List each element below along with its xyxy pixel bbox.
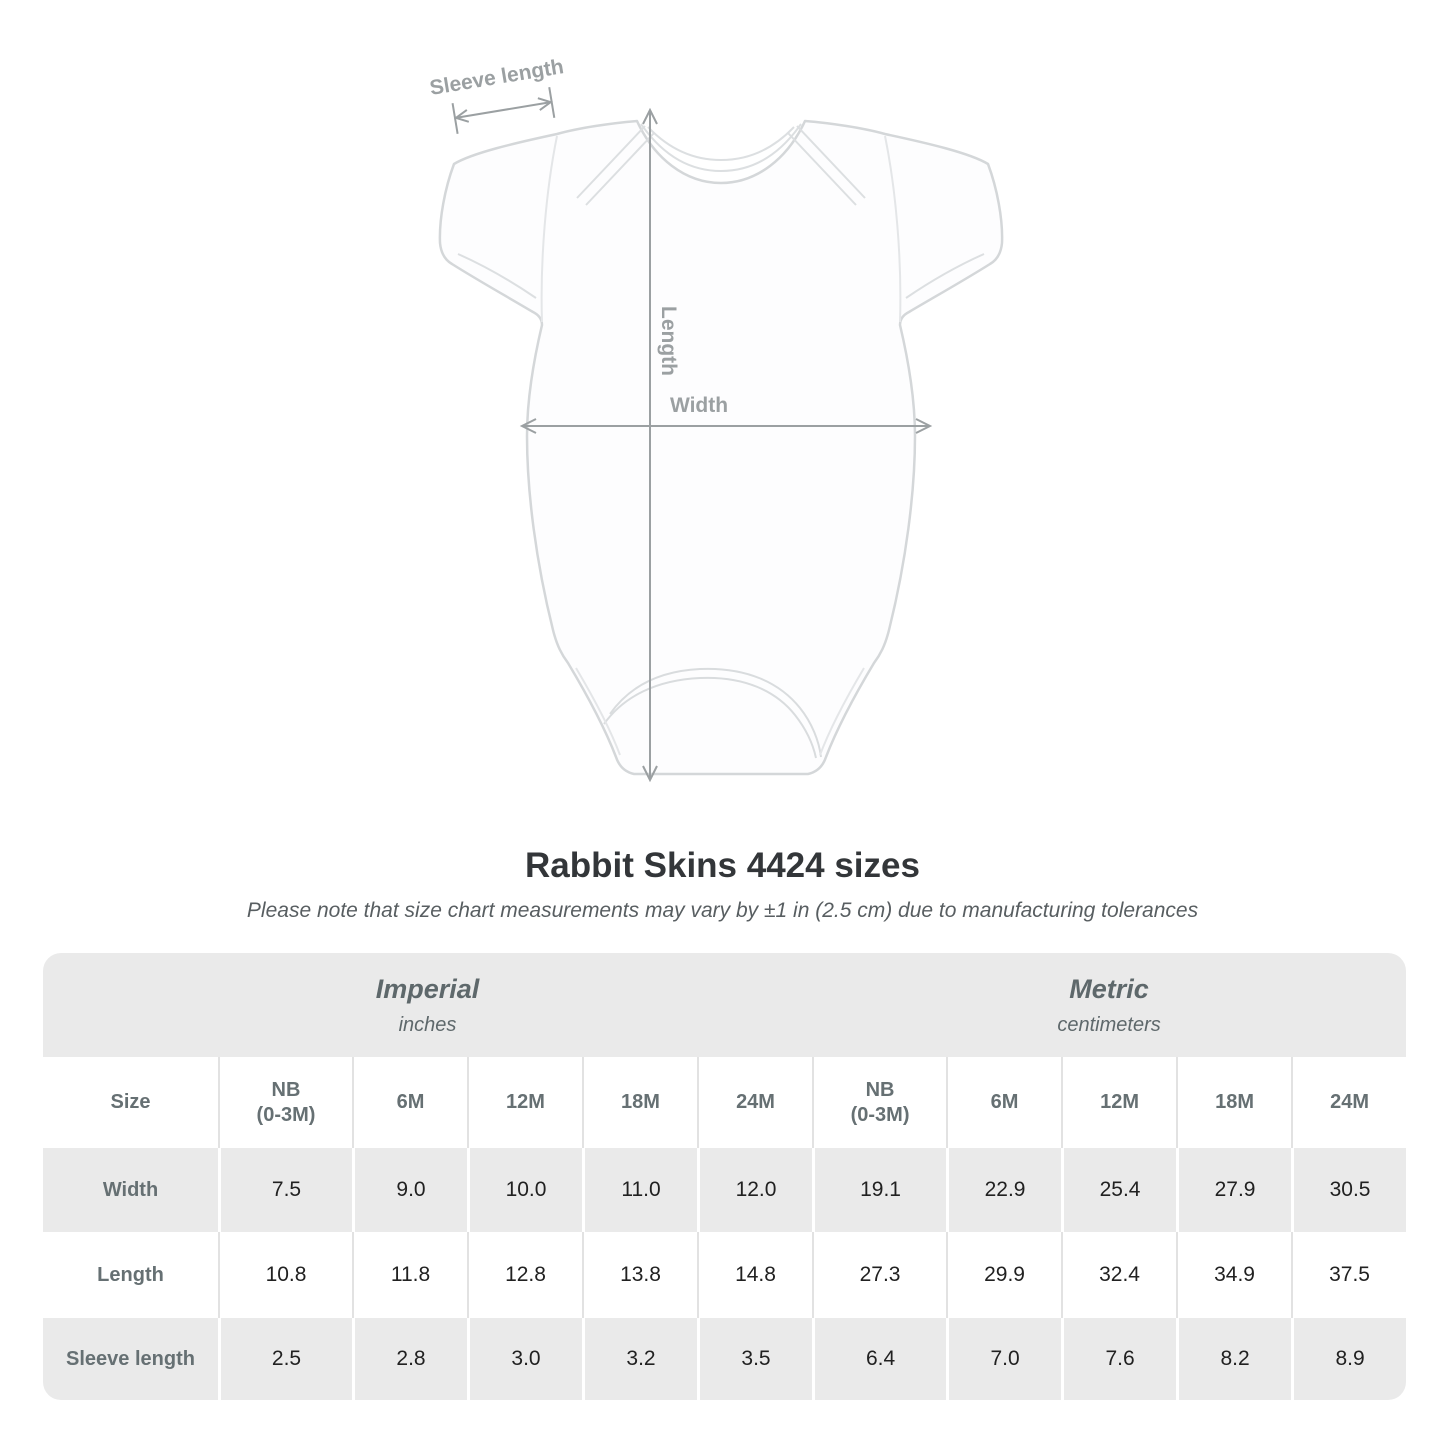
table-cell: 25.4 — [1061, 1148, 1177, 1232]
column-header: 18M — [582, 1057, 697, 1148]
bodysuit-illustration — [438, 119, 1004, 776]
table-cell: 7.5 — [218, 1148, 352, 1232]
tolerance-note: Please note that size chart measurements… — [246, 899, 1199, 922]
table-cell: 2.8 — [352, 1318, 467, 1400]
leg-binding-seams — [575, 667, 865, 756]
table-cell: 10.8 — [218, 1232, 352, 1318]
table-cell: 13.8 — [582, 1232, 697, 1318]
length-annotation: Length — [642, 107, 680, 783]
table-cell: 11.0 — [582, 1148, 697, 1232]
row-label: Width — [43, 1148, 218, 1232]
table-cell: 2.5 — [218, 1318, 352, 1400]
imperial-section-header: Imperial inches — [43, 953, 813, 1057]
sleeve-length-row: Sleeve length 2.5 2.8 3.0 3.2 3.5 6.4 7.… — [43, 1318, 1407, 1400]
sleeve-length-line — [454, 101, 552, 119]
unit-header-row: Imperial inches Metric centimeters — [43, 953, 1407, 1057]
table-cell: 34.9 — [1176, 1232, 1292, 1318]
collar-seams — [640, 123, 802, 173]
metric-section-header: Metric centimeters — [812, 953, 1407, 1057]
table-cell: 27.9 — [1176, 1148, 1292, 1232]
table-cell: 19.1 — [812, 1148, 947, 1232]
column-header: 18M — [1176, 1057, 1292, 1148]
table-cell: 12.0 — [697, 1148, 813, 1232]
table-cell: 32.4 — [1061, 1232, 1177, 1318]
row-label: Length — [43, 1232, 218, 1318]
table-cell: 3.5 — [697, 1318, 813, 1400]
sleeve-length-label: Sleeve length — [428, 55, 565, 100]
width-annotation: Width — [519, 394, 933, 434]
table-cell: 8.2 — [1176, 1318, 1292, 1400]
column-header: NB (0-3M) — [218, 1057, 352, 1148]
table-cell: 37.5 — [1291, 1232, 1407, 1318]
table-cell: 29.9 — [946, 1232, 1062, 1318]
table-cell: 8.9 — [1291, 1318, 1407, 1400]
table-cell: 7.6 — [1061, 1318, 1177, 1400]
bodysuit-outline — [438, 119, 1004, 776]
column-header: 24M — [1291, 1057, 1407, 1148]
column-header: 6M — [946, 1057, 1062, 1148]
envelope-flap-seams — [576, 125, 866, 206]
column-header: 24M — [697, 1057, 813, 1148]
arrowhead-up-icon — [642, 107, 658, 125]
length-row: Length 10.8 11.8 12.8 13.8 14.8 27.3 29.… — [43, 1232, 1407, 1318]
size-header-row: Size NB (0-3M) 6M 12M 18M 24M NB (0-3M) … — [43, 1057, 1407, 1148]
table-cell: 27.3 — [812, 1232, 947, 1318]
sleeve-hem-seams — [457, 253, 985, 299]
imperial-label: Imperial — [375, 973, 480, 1004]
metric-label: Metric — [1069, 973, 1149, 1004]
table-cell: 22.9 — [946, 1148, 1062, 1232]
armhole-seams — [540, 135, 902, 323]
arrowhead-left-icon — [519, 418, 537, 434]
width-row: Width 7.5 9.0 10.0 11.0 12.0 19.1 22.9 2… — [43, 1148, 1407, 1232]
crotch-flap-seams — [603, 667, 822, 759]
sleeve-length-annotation: Sleeve length — [428, 55, 565, 134]
page-title: Rabbit Skins 4424 sizes — [525, 846, 920, 885]
bodysuit-measurement-diagram: Length Width Sleeve length — [428, 55, 1004, 783]
arrowhead-right-icon — [915, 418, 933, 434]
table-cell: 14.8 — [697, 1232, 813, 1318]
table-cell: 7.0 — [946, 1318, 1062, 1400]
table-cell: 11.8 — [352, 1232, 467, 1318]
column-header: 12M — [467, 1057, 582, 1148]
arrowhead-down-icon — [642, 765, 658, 783]
table-cell: 12.8 — [467, 1232, 582, 1318]
imperial-unit: inches — [398, 1013, 457, 1036]
table-cell: 10.0 — [467, 1148, 582, 1232]
table-cell: 6.4 — [812, 1318, 947, 1400]
dimension-tick — [548, 87, 556, 118]
width-label: Width — [670, 394, 728, 417]
row-label: Sleeve length — [43, 1318, 218, 1400]
column-header: 12M — [1061, 1057, 1177, 1148]
table-cell: 3.2 — [582, 1318, 697, 1400]
column-header: 6M — [352, 1057, 467, 1148]
size-header-cell: Size — [43, 1057, 218, 1148]
table-cell: 30.5 — [1291, 1148, 1407, 1232]
metric-unit: centimeters — [1057, 1013, 1161, 1036]
table-cell: 3.0 — [467, 1318, 582, 1400]
dimension-tick — [451, 103, 459, 134]
size-table: Imperial inches Metric centimeters Size … — [43, 953, 1407, 1400]
table-cell: 9.0 — [352, 1148, 467, 1232]
length-label: Length — [657, 306, 680, 376]
column-header: NB (0-3M) — [812, 1057, 947, 1148]
